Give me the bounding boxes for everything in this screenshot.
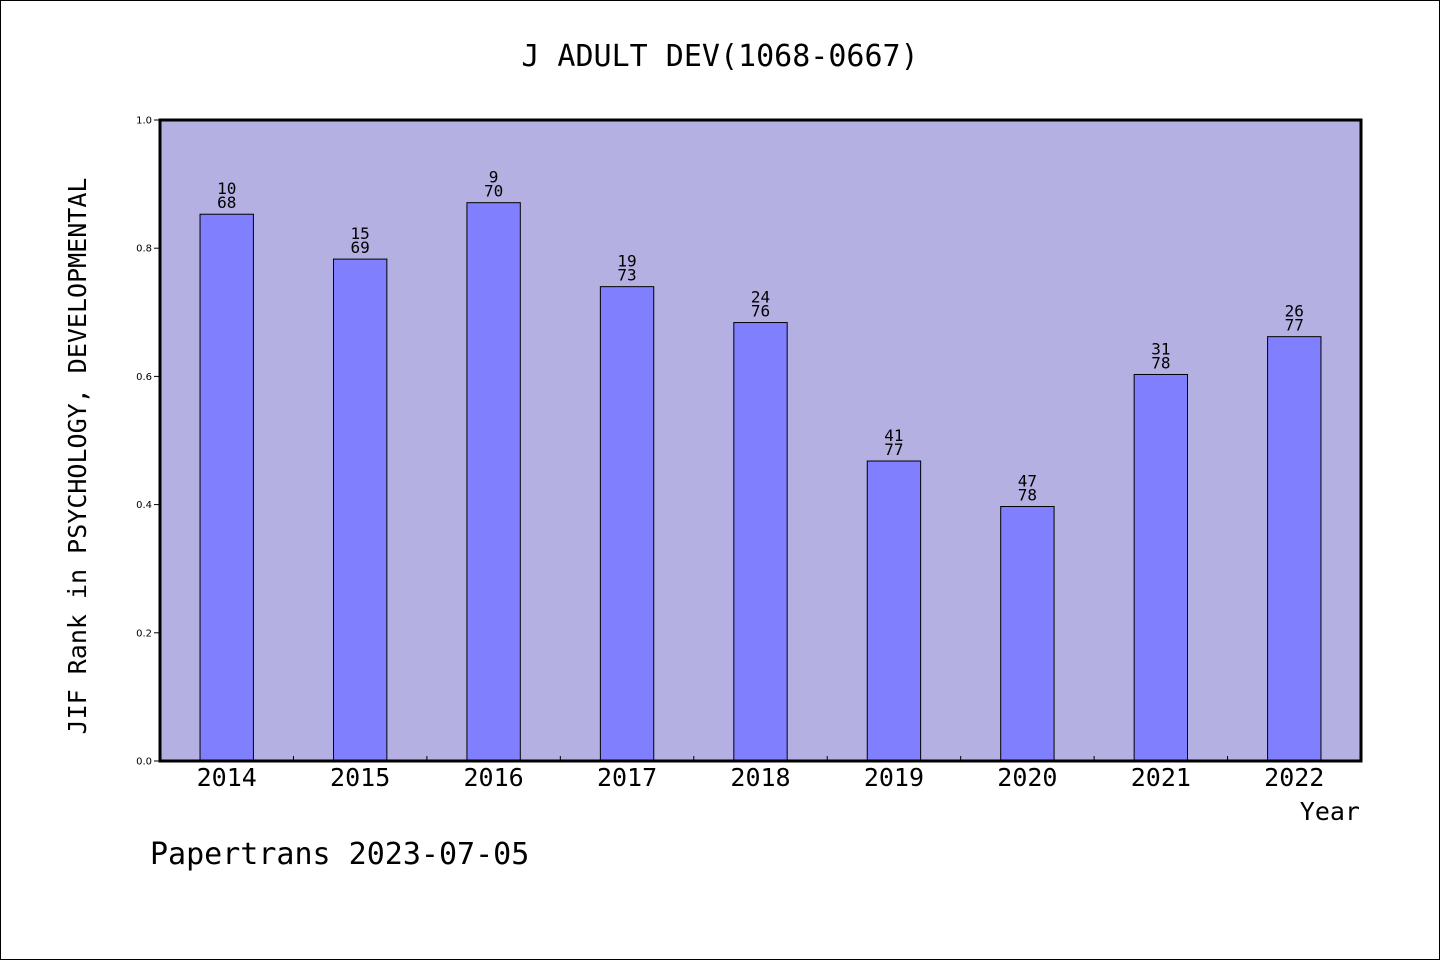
y-tick-label: 0.6 (136, 372, 152, 383)
bar-2014 (199, 213, 254, 762)
bar-2020 (1000, 506, 1055, 762)
y-tick-label: 0.0 (136, 757, 152, 768)
bar-2022 (1267, 336, 1322, 762)
bar-rank-label-2022: 26 (1285, 302, 1304, 321)
y-axis: 0.0 0.2 0.4 0.6 0.8 1.0 (136, 116, 160, 768)
plot-border (158, 118, 1363, 763)
bar-total-label-2014: 68 (217, 193, 236, 212)
bar-rank-label-2014: 10 (217, 179, 236, 198)
bar-total-label-2022: 77 (1285, 316, 1304, 335)
y-tick-label: 0.8 (136, 244, 152, 255)
bar-rank-label-2018: 24 (751, 288, 770, 307)
y-tick-label: 0.2 (136, 628, 152, 639)
bar-total-label-2018: 76 (751, 302, 770, 321)
chart-title: J ADULT DEV(1068-0667) (521, 39, 918, 74)
bars-layer (199, 202, 1322, 762)
y-tick-label: 0.4 (136, 500, 152, 511)
bar-total-label-2017: 73 (617, 266, 636, 285)
bar-rank-label-2015: 15 (351, 224, 370, 243)
x-tick-label-2016: 2016 (464, 763, 524, 792)
bar-2019 (866, 460, 922, 762)
bar-rank-label-2021: 31 (1151, 339, 1170, 358)
x-tick-label-2018: 2018 (730, 763, 790, 792)
bar-rank-label-2016: 9 (489, 168, 499, 187)
bar-rank-label-2017: 19 (617, 252, 636, 271)
bar-total-label-2015: 69 (351, 238, 370, 257)
y-tick-label: 1.0 (136, 116, 152, 127)
x-tick-label-2021: 2021 (1131, 763, 1191, 792)
bar-2015 (332, 258, 388, 762)
bar-2017 (599, 286, 655, 762)
bar-2016 (466, 202, 521, 762)
bar-rank-label-2019: 41 (884, 426, 903, 445)
x-tick-label-2022: 2022 (1264, 763, 1324, 792)
bar-total-label-2021: 78 (1151, 353, 1170, 372)
bar-2021 (1133, 373, 1189, 762)
bar-2018 (733, 322, 788, 762)
bar-total-label-2016: 70 (484, 182, 503, 201)
x-axis: 2014 2015 2016 2017 2018 2019 2020 2021 2022 (197, 756, 1324, 792)
bar-total-label-2020: 78 (1018, 486, 1037, 505)
y-axis-title: JIF Rank in PSYCHOLOGY, DEVELOPMENTAL (63, 178, 92, 735)
x-tick-label-2015: 2015 (330, 763, 390, 792)
footer-credit: Papertrans 2023-07-05 (150, 837, 529, 872)
bar-rank-label-2020: 47 (1018, 472, 1037, 491)
bar-total-label-2019: 77 (884, 440, 903, 459)
x-tick-label-2017: 2017 (597, 763, 657, 792)
x-tick-label-2019: 2019 (864, 763, 924, 792)
x-axis-title: Year (1300, 797, 1360, 826)
x-tick-label-2014: 2014 (197, 763, 257, 792)
x-tick-label-2020: 2020 (997, 763, 1057, 792)
